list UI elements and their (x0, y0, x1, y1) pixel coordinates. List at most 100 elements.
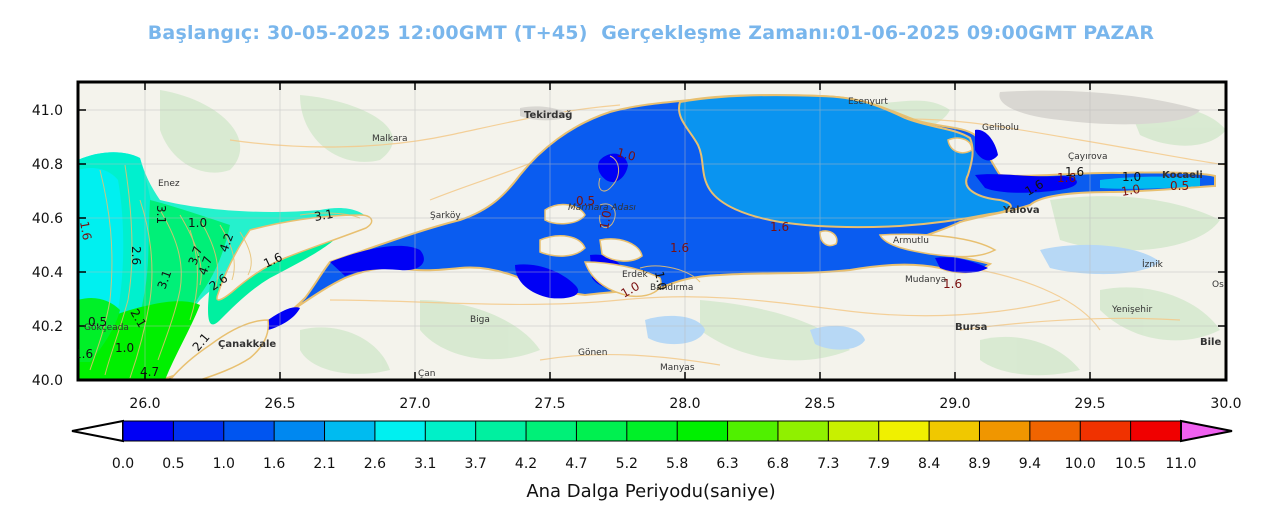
lat-tick-label: 40.4 (32, 265, 63, 281)
lat-tick-label: 40.2 (32, 319, 63, 335)
colorbar-segment (777, 420, 830, 442)
colorbar-under-extend (71, 419, 124, 443)
colorbar-tick-label: 5.8 (666, 456, 689, 472)
colorbar-segment (172, 420, 225, 442)
colorbar-segment (676, 420, 729, 442)
colorbar (71, 419, 1233, 443)
lat-tick-label: 40.6 (32, 211, 63, 227)
contour-label: 1.6 (943, 277, 962, 291)
contour-label: 1.0 (1120, 182, 1141, 199)
colorbar-tick-label: 8.9 (968, 456, 991, 472)
colorbar-segment (122, 420, 175, 442)
colorbar-tick-label: 8.4 (917, 456, 941, 472)
contour-label: 3.7 (186, 244, 206, 267)
colorbar-segment (424, 420, 477, 442)
colorbar-tick-label: 7.3 (817, 456, 840, 472)
colorbar-segment (223, 420, 276, 442)
place-label: Gökçeada (84, 323, 129, 333)
contour-label: 1.6 (74, 347, 93, 361)
contour-label: 3.1 (313, 207, 334, 224)
place-label: Marmara Adası (568, 203, 636, 213)
colorbar-title: Ana Dalga Periyodu(saniye) (526, 481, 776, 502)
contour-label: 3.1 (154, 205, 168, 224)
colorbar-segment (1029, 420, 1082, 442)
contour-label: 4.2 (217, 231, 237, 254)
place-label: Bile (1200, 337, 1221, 348)
place-label: Bursa (955, 322, 987, 333)
aegean-field (78, 152, 373, 380)
contour-label: 1.6 (670, 241, 689, 255)
lon-tick-label: 26.0 (129, 396, 160, 412)
place-label: İznik (1142, 259, 1164, 270)
place-label: Armutlu (893, 236, 929, 246)
contour-label: 1.6 (77, 220, 94, 241)
place-label: Bandırma (650, 283, 693, 293)
contour-label: 3.1 (155, 268, 175, 291)
contour-label: 1.0 (188, 216, 207, 230)
place-labels: Tekirdağ Çanakkale Yalova Bursa Kocaeli … (84, 97, 1224, 379)
contour-label: 1.0 (115, 341, 134, 355)
lon-tick-label: 28.5 (804, 396, 835, 412)
colorbar-tick-label: 3.1 (414, 456, 437, 472)
place-label: Şarköy (430, 211, 461, 221)
colorbar-segment (273, 420, 326, 442)
lon-tick-label: 30.0 (1210, 396, 1241, 412)
colorbar-over-extend (1180, 419, 1233, 443)
colorbar-tick-label: 10.0 (1064, 456, 1096, 472)
colorbar-tick-label: 1.6 (263, 456, 286, 472)
place-label: Yenişehir (1111, 305, 1152, 315)
place-label: Biga (470, 315, 490, 325)
map-frame (76, 80, 1228, 382)
lon-tick-label: 27.0 (399, 396, 430, 412)
contour-label: 2.6 (129, 246, 143, 265)
colorbar-tick-label: 2.1 (313, 456, 336, 472)
colorbar-tick-label: 4.2 (514, 456, 538, 472)
place-label: Os (1212, 280, 1224, 290)
contour-label: 1.0 (615, 145, 637, 163)
colorbar-tick-label: 2.6 (363, 456, 387, 472)
place-label: Gelibolu (982, 123, 1019, 133)
colorbar-tick-label: 7.9 (867, 456, 890, 472)
place-label: Manyas (660, 363, 695, 373)
place-label: Mudanya (905, 275, 946, 285)
contour-label: 0.5 (576, 194, 595, 208)
colorbar-tick-label: 3.7 (464, 456, 487, 472)
tick-marks (78, 82, 1226, 380)
place-label: Gönen (578, 348, 607, 358)
contour-label: 4.7 (140, 365, 159, 379)
colorbar-tick-label: 5.2 (615, 456, 638, 472)
colorbar-tick-label: 1.0 (212, 456, 235, 472)
colorbar-segment (575, 420, 628, 442)
lat-tick-label: 40.0 (32, 373, 63, 389)
lat-axis-labels: 41.0 40.8 40.6 40.4 40.2 40.0 (32, 103, 63, 389)
contour-label: 1.0 (1122, 170, 1141, 184)
colorbar-segment (626, 420, 679, 442)
colorbar-segment (827, 420, 880, 442)
colorbar-segment (1079, 420, 1132, 442)
colorbar-tick-label: 4.7 (565, 456, 588, 472)
colorbar-segment (928, 420, 981, 442)
marmara-sea-field (159, 94, 1216, 380)
colorbar-tick-label: 11.0 (1165, 456, 1197, 472)
contour-label: 1.6 (1057, 171, 1076, 185)
lon-tick-label: 28.0 (669, 396, 700, 412)
place-label: Çayırova (1068, 152, 1107, 162)
colorbar-tick-label: 0.0 (111, 456, 135, 472)
lon-axis-labels: 26.0 26.5 27.0 27.5 28.0 28.5 29.0 29.5 … (129, 396, 1241, 412)
lat-tick-label: 41.0 (32, 103, 63, 119)
contour-label: 0.5 (1170, 179, 1189, 193)
place-label: Kocaeli (1162, 170, 1203, 181)
colorbar-segment (878, 420, 931, 442)
contour-label: 4.7 (196, 254, 216, 277)
colorbar-segment (978, 420, 1031, 442)
contour-label: 1.0 (652, 270, 669, 291)
colorbar-segment (475, 420, 528, 442)
chart-title: Başlangıç: 30-05-2025 12:00GMT (T+45) Ge… (147, 22, 1155, 44)
place-label: Tekirdağ (524, 109, 572, 121)
colorbar-segment (525, 420, 578, 442)
colorbar-segment (1130, 420, 1182, 442)
place-label: Erdek (622, 270, 648, 280)
lon-tick-label: 26.5 (264, 396, 295, 412)
place-label: Malkara (372, 134, 408, 144)
